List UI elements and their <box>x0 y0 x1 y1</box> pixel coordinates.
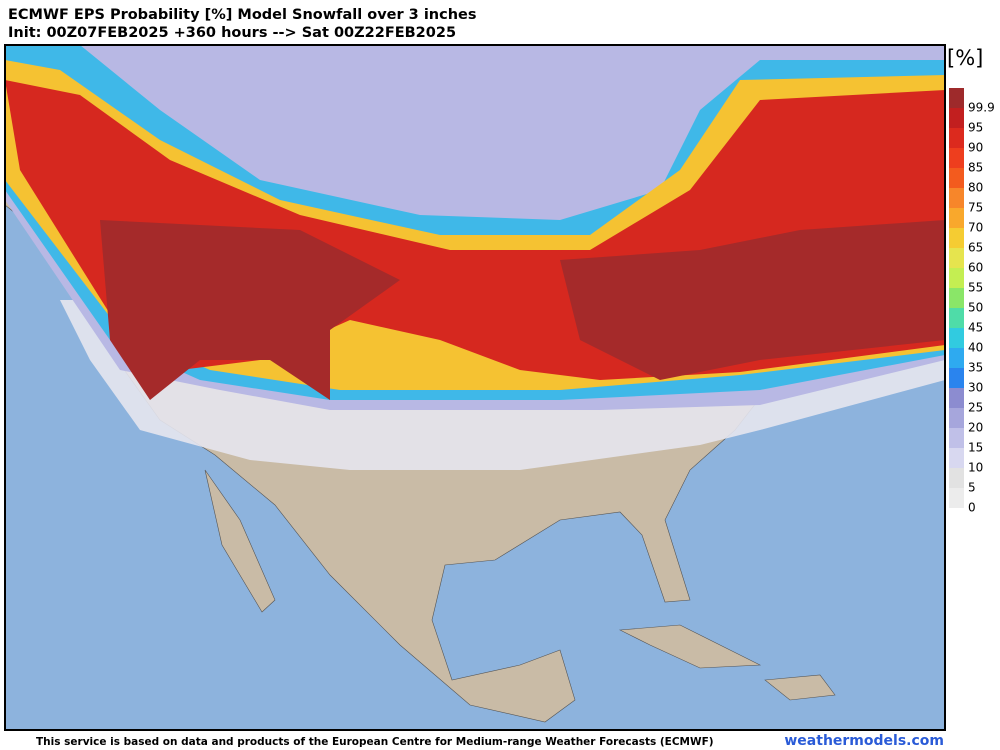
legend-label: 50 <box>968 301 983 315</box>
legend-label: 15 <box>968 441 983 455</box>
site-link[interactable]: weathermodels.com <box>784 733 944 749</box>
legend-label: 20 <box>968 421 983 435</box>
legend-swatch <box>949 488 964 508</box>
legend-label: 75 <box>968 201 983 215</box>
cuba <box>618 624 762 669</box>
legend-swatch <box>949 108 964 128</box>
legend-label: 45 <box>968 321 983 335</box>
legend-label: 5 <box>968 481 976 495</box>
legend-label: 65 <box>968 241 983 255</box>
legend-label: 95 <box>968 121 983 135</box>
legend-label: 35 <box>968 361 983 375</box>
legend-swatch <box>949 248 964 268</box>
legend-label: 85 <box>968 161 983 175</box>
legend-label: 70 <box>968 221 983 235</box>
legend-swatch <box>949 148 964 168</box>
legend: 99.9959085807570656055504540353025201510… <box>949 88 995 515</box>
legend-swatch <box>949 448 964 468</box>
legend-swatch <box>949 428 964 448</box>
legend-swatch <box>949 328 964 348</box>
legend-label: 30 <box>968 381 983 395</box>
legend-swatch <box>949 188 964 208</box>
legend-swatch <box>949 388 964 408</box>
legend-label: 40 <box>968 341 983 355</box>
legend-swatch <box>949 208 964 228</box>
legend-swatch <box>949 168 964 188</box>
legend-label: 0 <box>968 501 976 515</box>
legend-label: 80 <box>968 181 983 195</box>
legend-label: 10 <box>968 461 983 475</box>
baja <box>204 469 276 613</box>
title: ECMWF EPS Probability [%] Model Snowfall… <box>8 7 477 23</box>
legend-swatch <box>949 348 964 368</box>
legend-swatch <box>949 88 964 108</box>
legend-unit: [%] <box>947 46 983 70</box>
legend-label: 55 <box>968 281 983 295</box>
legend-label: 60 <box>968 261 983 275</box>
legend-swatch <box>949 408 964 428</box>
legend-swatch <box>949 228 964 248</box>
legend-label: 99.9 <box>968 101 995 115</box>
legend-swatch <box>949 468 964 488</box>
map-frame <box>4 44 946 731</box>
legend-swatch <box>949 368 964 388</box>
map <box>4 44 946 730</box>
subtitle: Init: 00Z07FEB2025 +360 hours --> Sat 00… <box>8 25 456 41</box>
legend-label: 90 <box>968 141 983 155</box>
legend-swatch <box>949 288 964 308</box>
legend-swatch <box>949 128 964 148</box>
snow-darkred <box>100 220 945 400</box>
legend-swatch <box>949 268 964 288</box>
footer-credit: This service is based on data and produc… <box>36 736 714 748</box>
hispaniola <box>764 674 836 701</box>
legend-swatch <box>949 308 964 328</box>
legend-label: 25 <box>968 401 983 415</box>
